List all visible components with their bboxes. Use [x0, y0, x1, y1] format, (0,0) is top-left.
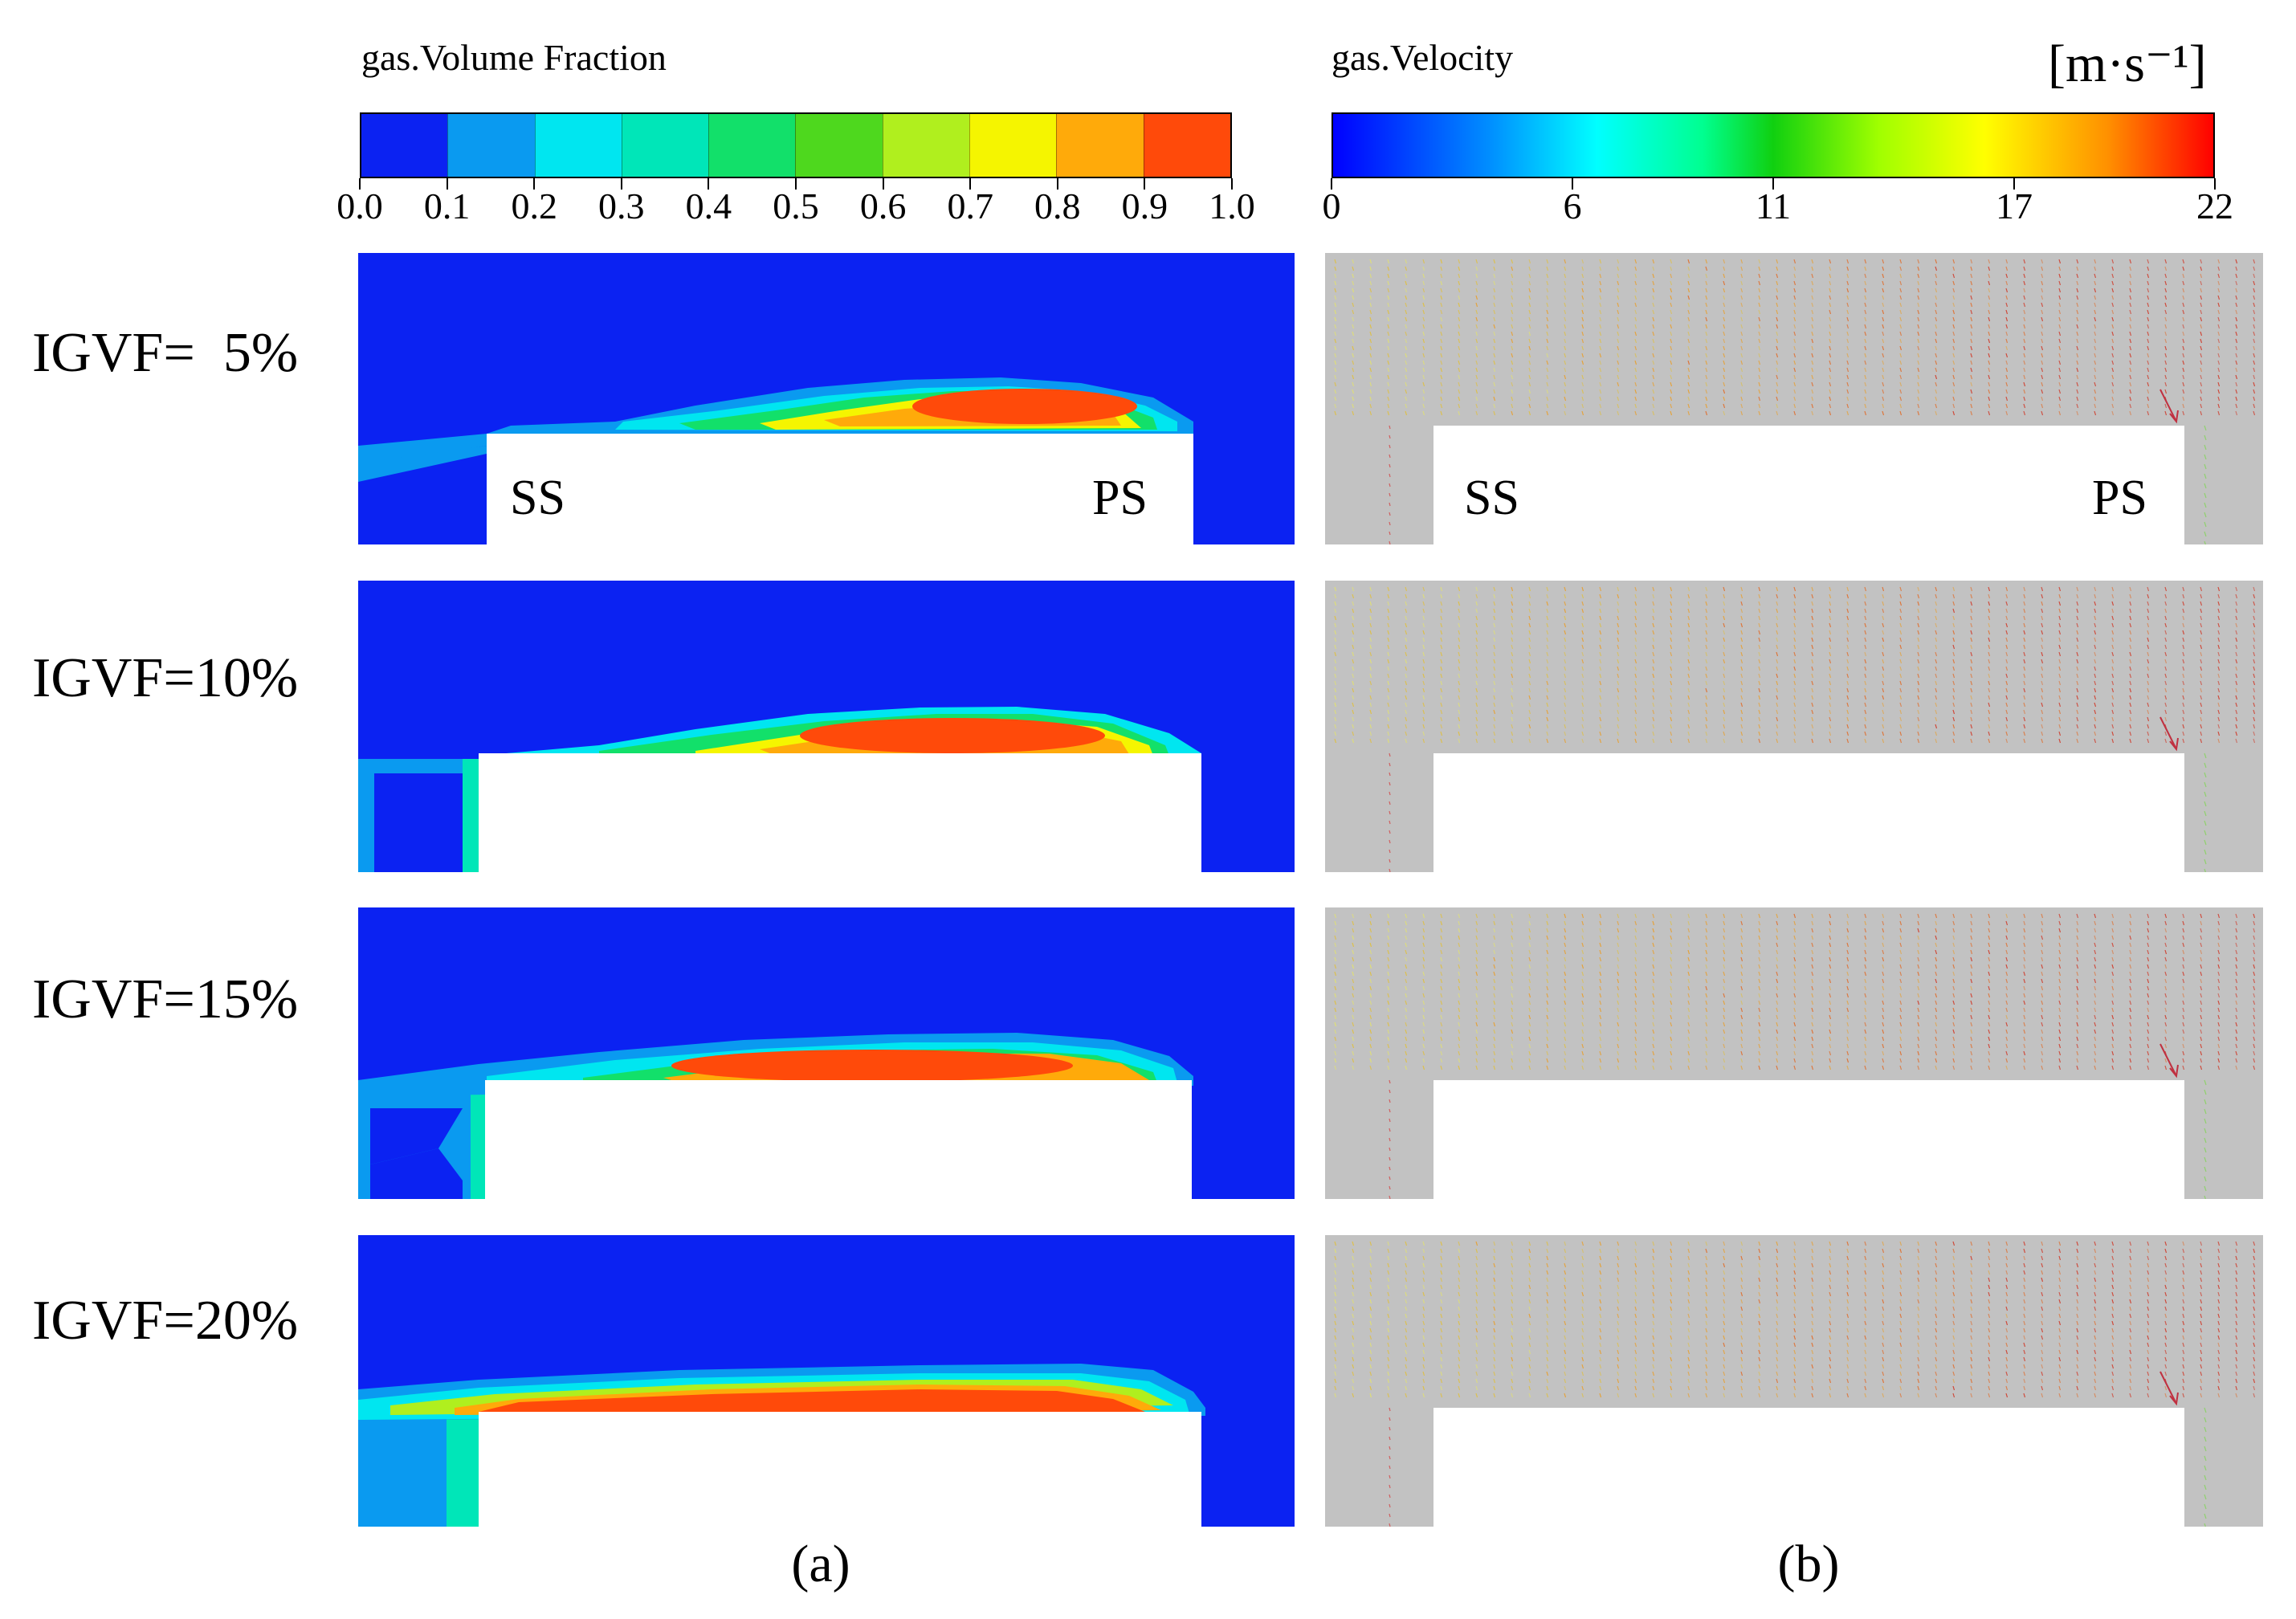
volume-fraction-panel-igvf-20: [358, 1235, 1295, 1527]
colorbar-tick: [1331, 178, 1332, 190]
colorbar-segment: [1143, 114, 1230, 177]
vector-field: [1334, 1241, 2256, 1527]
caption-b: (b): [1777, 1535, 1840, 1593]
colorbar-segment: [882, 114, 970, 177]
volume-fraction-panel-igvf-5: [358, 253, 1295, 544]
colorbar-segment: [795, 114, 883, 177]
colorbar-tick: [1144, 178, 1146, 190]
colorbar-tick-label: 0.1: [423, 186, 471, 226]
vector-field: [1334, 913, 2256, 1199]
colorbar-tick: [1056, 178, 1058, 190]
colorbar-tick: [2214, 178, 2216, 190]
colorbar-tick-label: 17: [1996, 186, 2033, 226]
colorbar-segment: [534, 114, 622, 177]
colorbar-tick: [969, 178, 972, 190]
colorbar-tick-label: 0.9: [1121, 186, 1168, 226]
row-label-igvf-15: IGVF=15%: [32, 969, 299, 1030]
colorbar-segment: [361, 114, 448, 177]
colorbar-tick: [1572, 178, 1573, 190]
colorbar-tick: [359, 178, 361, 190]
colorbar-tick-label: 0.6: [859, 186, 907, 226]
ss-label-b: SS: [1464, 471, 1519, 525]
colorbar-tick: [708, 178, 710, 190]
colorbar-tick: [795, 178, 797, 190]
colorbar-tick-label: 0.0: [336, 186, 383, 226]
colorbar-tick-label: 22: [2196, 186, 2233, 226]
velocity-unit: [m·s⁻¹]: [2048, 35, 2207, 93]
volume-fraction-panel-igvf-15: [358, 907, 1295, 1199]
ps-label-a: PS: [1092, 471, 1148, 525]
blade-region: [1433, 426, 2184, 544]
volume-fraction-colorbar: [360, 112, 1232, 178]
colorbar-tick: [620, 178, 622, 190]
blade-region: [1433, 1408, 2184, 1527]
blade-region: [1433, 753, 2184, 872]
velocity-colorbar: [1332, 112, 2215, 178]
colorbar-tick: [1772, 178, 1774, 190]
ps-label-b: PS: [2092, 471, 2147, 525]
right-colorbar-title: gas.Velocity: [1332, 37, 1514, 78]
colorbar-tick-label: 0.8: [1034, 186, 1081, 226]
row-label-igvf-10: IGVF=10%: [32, 647, 299, 709]
colorbar-tick-label: 6: [1563, 186, 1582, 226]
blade-region: [1433, 1080, 2184, 1199]
colorbar-tick: [1231, 178, 1233, 190]
velocity-panel-igvf-15: [1325, 907, 2263, 1199]
ss-label-a: SS: [510, 471, 565, 525]
volume-fraction-panel-igvf-10: [358, 581, 1295, 872]
colorbar-segment: [969, 114, 1057, 177]
row-label-igvf-20: IGVF=20%: [32, 1290, 299, 1352]
colorbar-segment: [1056, 114, 1144, 177]
vector-field: [1334, 586, 2256, 872]
colorbar-tick-label: 0: [1322, 186, 1341, 226]
colorbar-tick-label: 0.4: [685, 186, 732, 226]
colorbar-tick-label: 11: [1755, 186, 1792, 226]
left-colorbar-title: gas.Volume Fraction: [361, 37, 667, 78]
colorbar-tick-label: 1.0: [1209, 186, 1255, 226]
colorbar-tick-label: 0.2: [511, 186, 557, 226]
colorbar-tick: [2013, 178, 2015, 190]
colorbar-tick: [882, 178, 884, 190]
colorbar-segment: [447, 114, 535, 177]
velocity-panel-igvf-20: [1325, 1235, 2263, 1527]
colorbar-tick-label: 0.3: [598, 186, 645, 226]
vector-field: [1334, 259, 2256, 544]
colorbar-segment: [708, 114, 796, 177]
colorbar-tick: [446, 178, 448, 190]
colorbar-tick-label: 0.7: [947, 186, 993, 226]
colorbar-tick: [533, 178, 536, 190]
velocity-panel-igvf-5: [1325, 253, 2263, 544]
row-label-igvf-5: IGVF= 5%: [32, 322, 299, 384]
colorbar-segment: [621, 114, 709, 177]
velocity-panel-igvf-10: [1325, 581, 2263, 872]
caption-a: (a): [791, 1535, 850, 1593]
colorbar-tick-label: 0.5: [773, 186, 819, 226]
